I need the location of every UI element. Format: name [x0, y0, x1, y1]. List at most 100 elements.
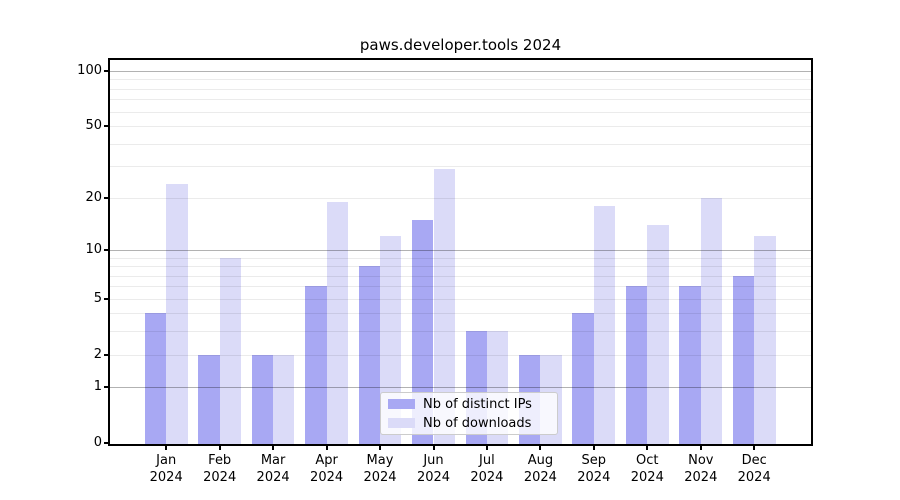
y-tick-50: [104, 125, 109, 127]
x-tick-month: Jul: [479, 453, 495, 468]
gridline-y-10: [110, 249, 811, 251]
bar-downloads-mar: [273, 354, 295, 444]
x-tick-label-dec: Dec 2024: [726, 452, 782, 486]
x-tick-dec: [753, 444, 756, 450]
y-tick-label-10: 10: [85, 241, 102, 257]
gridline-y-50: [110, 126, 811, 127]
gridline-y-70: [110, 99, 811, 101]
gridline-y-100: [110, 70, 811, 72]
legend-label-distinct-ips: Nb of distinct IPs: [423, 396, 532, 412]
legend-item-downloads: Nb of downloads: [388, 416, 547, 431]
bar-downloads-dec: [754, 236, 776, 444]
gridline-y-4: [110, 313, 811, 315]
legend-label-downloads: Nb of downloads: [423, 415, 532, 431]
x-tick-label-oct: Oct 2024: [619, 452, 675, 486]
gridline-y-20: [110, 197, 811, 199]
x-tick-year: 2024: [577, 470, 611, 485]
x-tick-year: 2024: [256, 470, 290, 485]
x-tick-year: 2024: [630, 470, 664, 485]
legend-swatch-distinct-ips: [388, 399, 415, 409]
x-tick-label-nov: Nov 2024: [673, 452, 729, 486]
x-tick-month: Feb: [208, 453, 232, 468]
y-tick-0: [104, 442, 109, 445]
bar-downloads-jan: [166, 183, 188, 444]
y-tick-label-100: 100: [77, 62, 102, 78]
x-tick-may: [379, 444, 381, 450]
x-tick-label-jan: Jan 2024: [138, 452, 194, 486]
x-tick-month: Sep: [581, 453, 607, 468]
x-tick-year: 2024: [737, 470, 771, 485]
x-tick-year: 2024: [523, 470, 557, 485]
x-tick-apr: [325, 444, 328, 450]
y-tick-10: [104, 248, 109, 251]
x-tick-label-jul: Jul 2024: [459, 452, 515, 486]
gridline-y-5: [110, 298, 811, 300]
grid-layer: [110, 60, 811, 444]
x-tick-month: Mar: [260, 453, 286, 468]
x-tick-mar: [272, 444, 275, 450]
x-tick-sep: [592, 444, 595, 450]
bar-ips-jun: [412, 219, 434, 444]
x-tick-label-apr: Apr 2024: [299, 452, 355, 486]
gridline-y-7: [110, 275, 811, 277]
bar-downloads-jun: [433, 168, 455, 444]
y-tick-1: [104, 386, 109, 389]
y-tick-100: [104, 69, 109, 72]
x-tick-label-feb: Feb 2024: [192, 452, 248, 486]
bar-ips-sep: [572, 313, 594, 444]
gridline-y-30: [110, 166, 811, 168]
x-tick-year: 2024: [684, 470, 718, 485]
x-tick-year: 2024: [149, 470, 183, 485]
gridline-y-6: [110, 286, 811, 288]
x-tick-feb: [218, 444, 221, 450]
gridline-y-40: [110, 143, 811, 145]
x-tick-year: 2024: [416, 470, 451, 485]
bar-downloads-feb: [219, 257, 242, 444]
plot-area: [108, 58, 813, 446]
bar-downloads-sep: [593, 205, 616, 444]
x-tick-label-mar: Mar 2024: [245, 452, 301, 486]
x-tick-month: Jan: [156, 453, 177, 468]
x-tick-month: Jun: [423, 453, 444, 468]
bar-ips-feb: [198, 354, 220, 444]
x-tick-month: May: [366, 453, 394, 468]
x-tick-aug: [539, 444, 542, 450]
bar-ips-nov: [679, 286, 701, 444]
bar-ips-oct: [625, 286, 648, 444]
x-tick-label-jun: Jun 2024: [406, 452, 462, 486]
legend-swatch-downloads: [388, 418, 415, 428]
x-tick-jun: [432, 444, 435, 450]
y-tick-5: [104, 297, 109, 300]
gridline-y-8: [110, 265, 811, 267]
bar-downloads-apr: [326, 201, 348, 444]
y-tick-label-5: 5: [93, 290, 102, 306]
x-tick-label-aug: Aug 2024: [512, 452, 568, 486]
bar-ips-may: [358, 265, 380, 444]
gridline-y-9: [110, 257, 811, 259]
x-tick-month: Nov: [688, 453, 714, 468]
y-tick-20: [104, 196, 109, 199]
x-tick-jan: [165, 444, 168, 450]
x-tick-month: Apr: [315, 453, 338, 468]
y-tick-label-1: 1: [93, 379, 102, 395]
x-tick-oct: [646, 444, 649, 450]
bar-ips-apr: [305, 286, 327, 444]
y-tick-label-20: 20: [85, 189, 102, 205]
x-tick-year: 2024: [310, 470, 344, 485]
gridline-y-3: [110, 331, 811, 333]
x-tick-label-may: May 2024: [352, 452, 408, 486]
bar-ips-jan: [144, 313, 167, 444]
x-tick-year: 2024: [363, 470, 397, 485]
x-tick-label-sep: Sep 2024: [566, 452, 622, 486]
gridline-y-1: [110, 387, 811, 389]
x-tick-month: Aug: [527, 453, 554, 468]
y-tick-label-50: 50: [85, 118, 102, 133]
y-tick-label-0: 0: [93, 435, 102, 451]
bar-ips-mar: [251, 354, 274, 444]
chart-title: paws.developer.tools 2024: [359, 36, 562, 54]
x-tick-month: Oct: [636, 453, 659, 468]
gridline-y-80: [110, 88, 811, 90]
x-tick-month: Dec: [741, 453, 767, 468]
gridline-y-2: [110, 354, 811, 356]
